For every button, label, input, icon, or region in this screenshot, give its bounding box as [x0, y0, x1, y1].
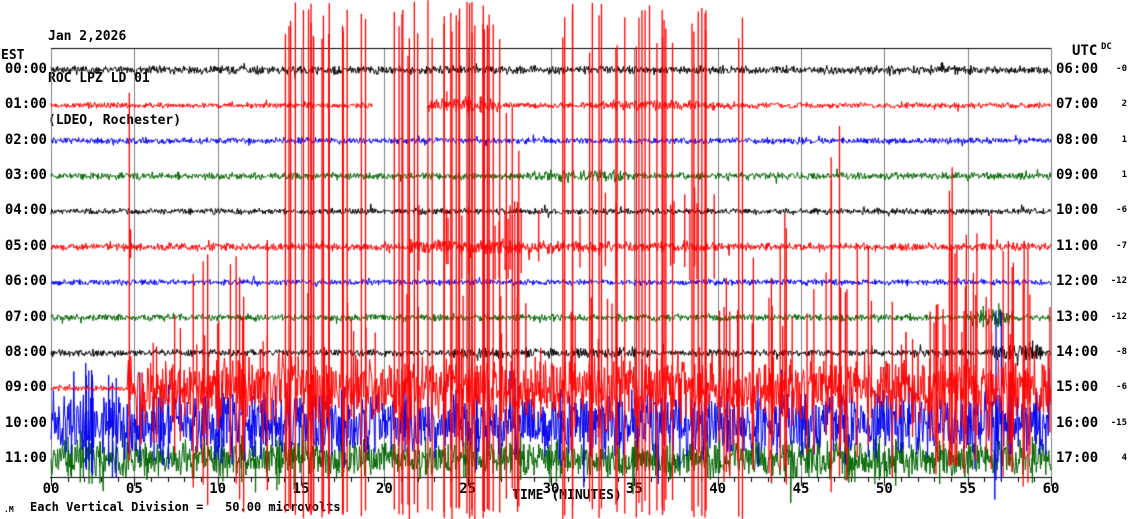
x-tick-label-40: 40 — [709, 481, 727, 497]
dc-axis-header: DC — [1101, 42, 1112, 52]
est-label-0800: 08:00 — [4, 343, 47, 360]
est-label-1100: 11:00 — [4, 450, 47, 466]
x-tick-label-60: 60 — [1042, 481, 1060, 497]
dc-value-row-4: -6 — [1116, 205, 1127, 216]
dc-value-row-2: 1 — [1121, 134, 1127, 145]
watermark-glyph: .M — [4, 505, 14, 514]
utc-label-0700: 07:00 — [1056, 96, 1099, 113]
x-axis-title: TIME (MINUTES) — [512, 488, 622, 503]
utc-label-1300: 13:00 — [1056, 308, 1099, 325]
x-tick-label-55: 55 — [959, 481, 977, 497]
title-block: Jan 2,2026 ROC LPZ LD 01 (LDEO, Rocheste… — [48, 2, 181, 156]
dc-value-row-5: -7 — [1116, 240, 1127, 251]
title-station: ROC LPZ LD 01 — [48, 71, 150, 86]
x-tick-label-20: 20 — [375, 481, 393, 497]
dc-value-row-3: 1 — [1121, 170, 1127, 181]
utc-label-1000: 10:00 — [1056, 202, 1099, 219]
est-label-0200: 02:00 — [4, 131, 47, 148]
utc-label-0900: 09:00 — [1056, 167, 1099, 184]
utc-label-1200: 12:00 — [1056, 273, 1099, 290]
x-tick-label-00: 00 — [42, 481, 60, 497]
x-tick-label-45: 45 — [792, 481, 810, 497]
utc-label-1600: 16:00 — [1056, 414, 1099, 431]
est-label-0900: 09:00 — [4, 379, 47, 396]
x-tick-label-50: 50 — [875, 481, 893, 497]
dc-value-row-11: 4 — [1121, 453, 1127, 463]
est-label-0400: 04:00 — [4, 202, 47, 219]
est-label-0100: 01:00 — [4, 96, 47, 113]
dc-value-row-8: -8 — [1116, 346, 1127, 357]
title-date: Jan 2,2026 — [48, 29, 127, 44]
est-label-0000: 00:00 — [4, 61, 47, 77]
dc-value-row-9: -6 — [1116, 382, 1127, 393]
utc-label-1100: 11:00 — [1056, 237, 1099, 254]
utc-label-0800: 08:00 — [1056, 131, 1099, 148]
est-label-0500: 05:00 — [4, 237, 47, 254]
dc-value-row-6: -12 — [1110, 276, 1127, 287]
x-tick-label-15: 15 — [292, 481, 310, 497]
utc-label-0600: 06:00 — [1056, 61, 1099, 77]
utc-label-1700: 17:00 — [1056, 450, 1099, 466]
utc-label-1400: 14:00 — [1056, 343, 1099, 360]
dc-value-row-7: -12 — [1110, 311, 1127, 322]
vertical-division-note: Each Vertical Division = 50.00 microvolt… — [30, 500, 341, 514]
utc-label-1500: 15:00 — [1056, 379, 1099, 396]
est-label-1000: 10:00 — [4, 414, 47, 431]
x-tick-label-10: 10 — [209, 481, 227, 497]
dc-value-row-1: 2 — [1121, 99, 1127, 110]
est-label-0300: 03:00 — [4, 167, 47, 184]
dc-value-row-10: -15 — [1110, 417, 1127, 428]
title-location: (LDEO, Rochester) — [48, 113, 182, 128]
est-label-0600: 06:00 — [4, 273, 47, 290]
est-label-0700: 07:00 — [4, 308, 47, 325]
dc-value-row-0: -0 — [1116, 64, 1127, 74]
utc-axis-header: UTC — [1072, 43, 1098, 59]
x-tick-label-05: 05 — [125, 481, 143, 497]
